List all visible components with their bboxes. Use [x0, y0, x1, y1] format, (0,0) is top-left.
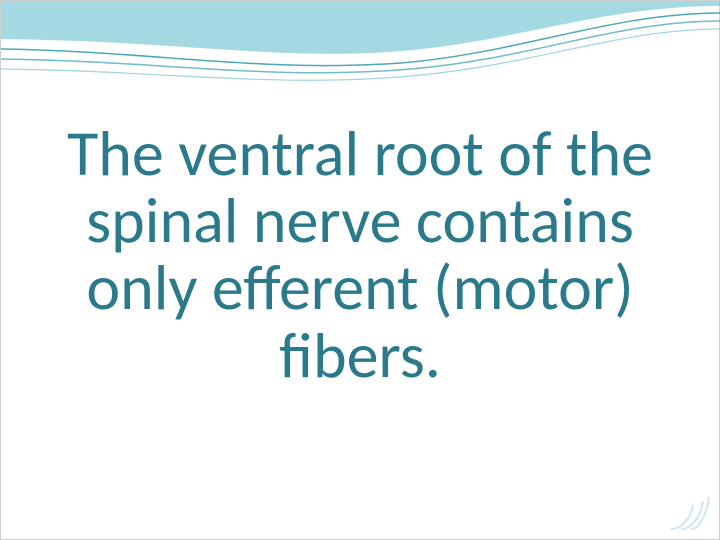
wave-line-1 [1, 13, 720, 66]
slide-body-text: The ventral root of the spinal nerve con… [1, 121, 719, 390]
wave-line-3 [1, 29, 720, 80]
slide: The ventral root of the spinal nerve con… [0, 0, 720, 540]
wave-fill [1, 1, 720, 54]
wave-decoration [1, 1, 720, 121]
wave-line-2 [1, 21, 720, 73]
corner-decoration [667, 495, 711, 531]
